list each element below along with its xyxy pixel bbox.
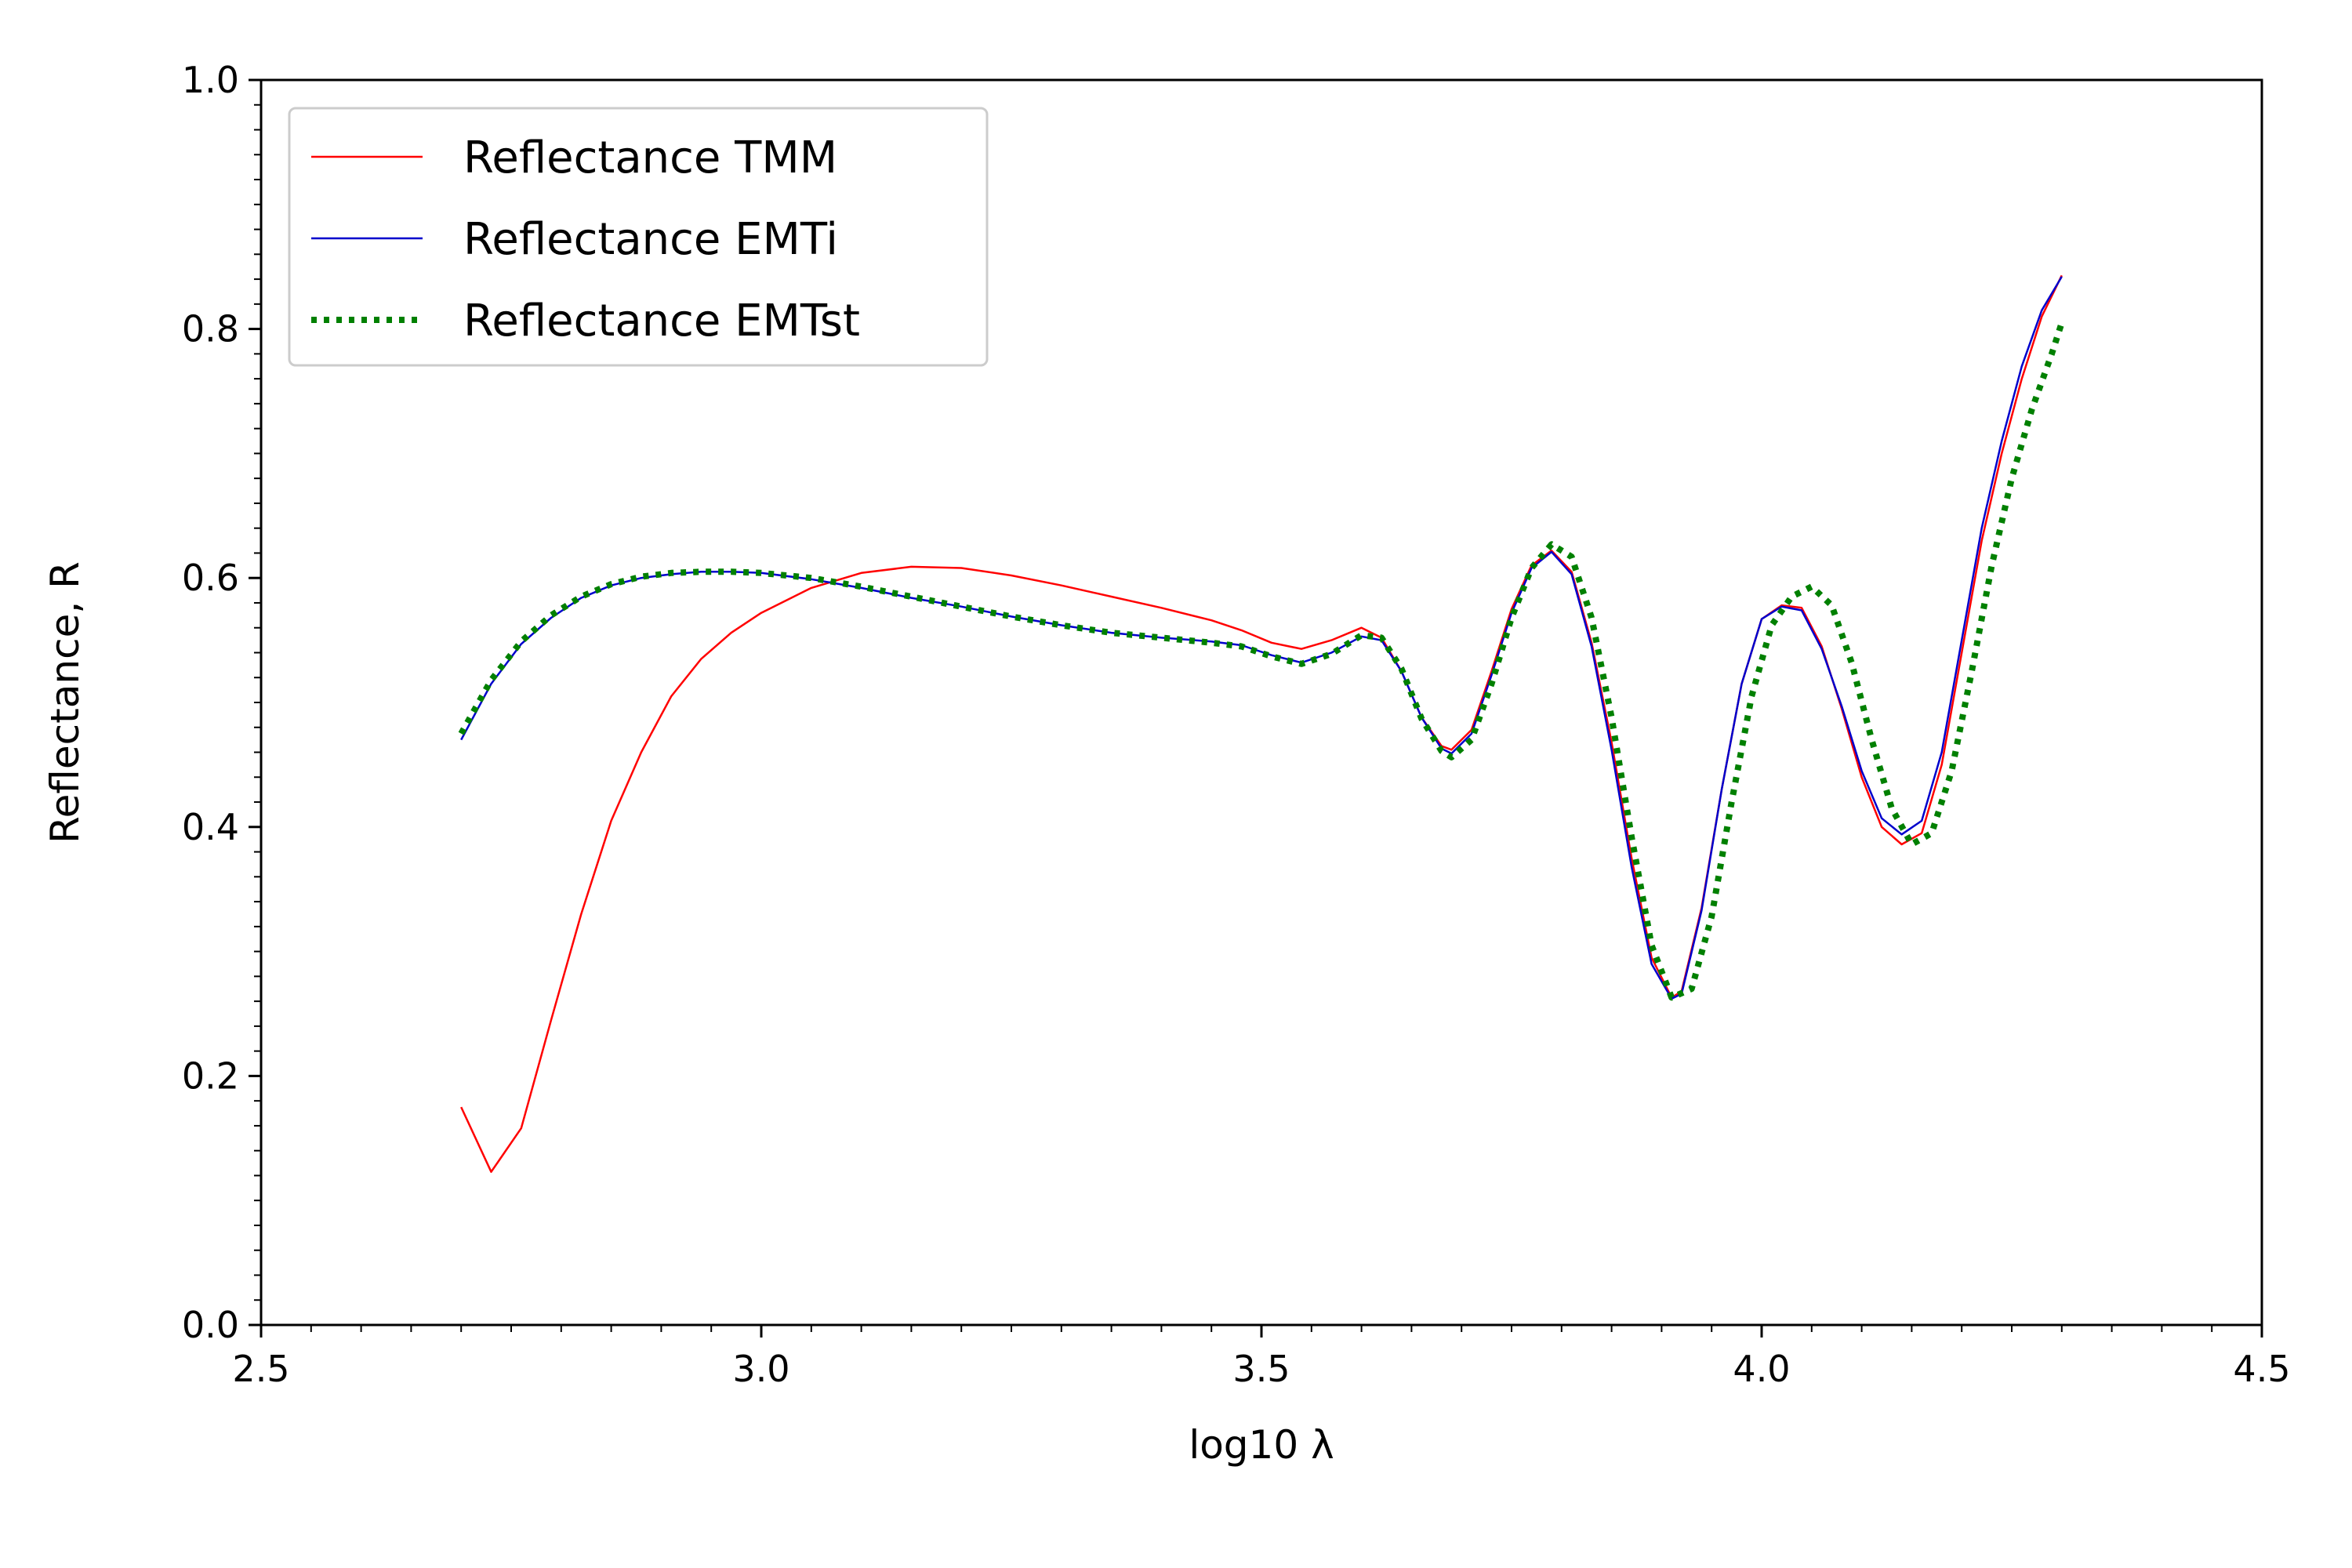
legend-label-1: Reflectance TMM: [463, 132, 837, 183]
series-line-3: [458, 321, 2065, 1001]
series-line-1: [460, 274, 2063, 1173]
x-tick-label: 4.0: [1733, 1348, 1790, 1390]
x-axis-label: log10 λ: [1189, 1422, 1334, 1468]
y-tick-label: 0.6: [182, 557, 239, 599]
legend: Reflectance TMM Reflectance EMTi Reflectan…: [288, 107, 989, 367]
x-tick-label: 4.5: [2233, 1348, 2290, 1390]
x-tick-label: 3.0: [732, 1348, 789, 1390]
y-axis-label: Reflectance, R: [42, 561, 88, 844]
legend-label-2: Reflectance EMTi: [463, 214, 838, 265]
y-tick-label: 0.8: [182, 308, 239, 350]
ticks-layer: 2.5 3.0 3.5 4.0 4.5 0.0 0.2 0.4 0.6 0.8 1.0: [182, 59, 2291, 1390]
legend-box: [288, 107, 989, 367]
x-tick-label: 2.5: [232, 1348, 289, 1390]
legend-label-3: Reflectance EMTst: [463, 296, 860, 347]
y-tick-label: 1.0: [182, 59, 239, 101]
y-tick-label: 0.4: [182, 806, 239, 848]
x-tick-label: 3.5: [1232, 1348, 1290, 1390]
y-tick-label: 0.2: [182, 1054, 239, 1097]
series-layer: [458, 274, 2065, 1173]
y-tick-label: 0.0: [182, 1304, 239, 1346]
